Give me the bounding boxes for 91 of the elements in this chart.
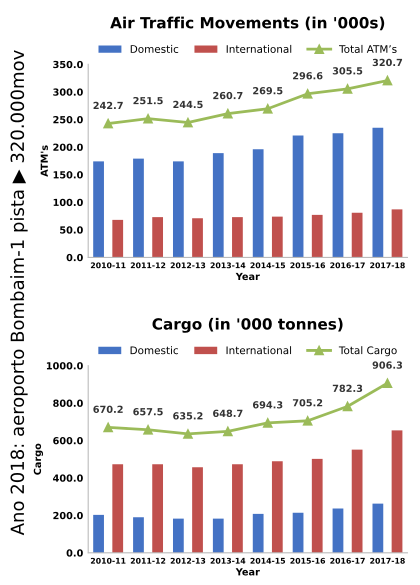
point (222, 426, 233, 436)
point (302, 88, 313, 99)
bar (292, 136, 304, 258)
point (143, 114, 153, 124)
bar (212, 153, 224, 258)
point (302, 416, 313, 426)
bar (133, 158, 144, 258)
y-tick-label: 800.0 (53, 400, 83, 407)
y-tick-label: 600.0 (53, 436, 83, 444)
y-axis-title: ATM's (40, 145, 48, 177)
bar (312, 214, 323, 258)
bar (252, 149, 264, 258)
data-label: 670.2 (93, 406, 123, 413)
bar (352, 450, 363, 553)
data-label: 782.3 (332, 384, 362, 392)
y-tick-label: 150.0 (54, 171, 83, 178)
bar (312, 458, 323, 553)
data-label: 251.5 (133, 96, 163, 104)
x-axis-title: Year (236, 568, 260, 576)
bar (112, 220, 124, 258)
y-axis-title: Cargo (34, 444, 44, 475)
bar (93, 514, 104, 553)
data-label: 305.5 (332, 67, 362, 75)
y-tick-label: 1000.0 (46, 362, 83, 370)
bar (232, 464, 243, 553)
data-label: 635.2 (173, 412, 202, 420)
data-label: 648.7 (213, 410, 242, 418)
y-tick-label: 300.0 (53, 88, 83, 96)
point (143, 424, 153, 435)
y-tick-label: 50.0 (60, 226, 83, 234)
bar (93, 161, 104, 258)
bar (332, 508, 344, 553)
y-tick-label: 200.0 (53, 512, 83, 520)
data-label: 269.5 (253, 87, 282, 94)
bar (252, 514, 264, 553)
point (222, 108, 233, 118)
bar (152, 217, 164, 258)
x-axis-title: Year (236, 272, 260, 280)
legend-label: International (226, 44, 292, 53)
chart-title: Cargo (in '000 tonnes) (152, 318, 343, 333)
bar (172, 161, 184, 258)
point (103, 422, 114, 432)
y-tick-label: 250.0 (53, 116, 83, 124)
point (262, 104, 273, 114)
data-label: 260.7 (213, 92, 242, 100)
bar (392, 209, 402, 258)
legend-label: Domestic (130, 44, 178, 53)
bar (172, 518, 184, 553)
chart-title: Air Traffic Movements (in '000s) (110, 16, 384, 30)
bar (372, 128, 384, 258)
bar (392, 430, 402, 553)
legend-label: International (226, 346, 292, 354)
data-label: 244.5 (173, 100, 203, 108)
data-label: 320.7 (372, 58, 402, 66)
y-tick-label: 350.0 (53, 60, 83, 68)
y-tick-label: 400.0 (53, 474, 83, 482)
data-label: 694.3 (252, 401, 282, 408)
bar (192, 467, 203, 553)
data-label: 242.7 (94, 102, 123, 110)
bar (372, 504, 384, 553)
bar (133, 517, 144, 553)
data-label: 705.2 (292, 399, 322, 406)
text: Ano 2018: aeroporto Bombaim-1 pista ▶ 320.000mov (10, 50, 28, 536)
legend-label: Total Cargo (338, 346, 397, 356)
bar (232, 217, 243, 258)
data-label: 296.6 (293, 72, 323, 80)
legend-label: Total ATM’s (339, 44, 397, 53)
y-tick-label: 0.0 (66, 549, 83, 557)
bar (332, 133, 344, 258)
y-tick-label: 100.0 (54, 198, 83, 206)
data-label: 657.5 (133, 408, 163, 416)
bar (352, 212, 363, 258)
bar (112, 464, 124, 553)
bar (152, 464, 164, 553)
point (382, 76, 392, 86)
bar (272, 216, 283, 258)
legend-label: Domestic (130, 346, 178, 354)
point (183, 118, 193, 128)
point (262, 418, 273, 428)
point (342, 84, 352, 94)
bar (192, 218, 203, 258)
point (183, 429, 193, 439)
point (382, 378, 392, 388)
y-tick-label: 200.0 (53, 144, 83, 151)
data-label: 906.3 (372, 361, 402, 369)
y-tick-label: 0.0 (66, 254, 83, 262)
bar (292, 512, 304, 553)
point (103, 118, 114, 128)
point (342, 402, 352, 412)
bar (272, 461, 283, 553)
bar (212, 518, 224, 553)
